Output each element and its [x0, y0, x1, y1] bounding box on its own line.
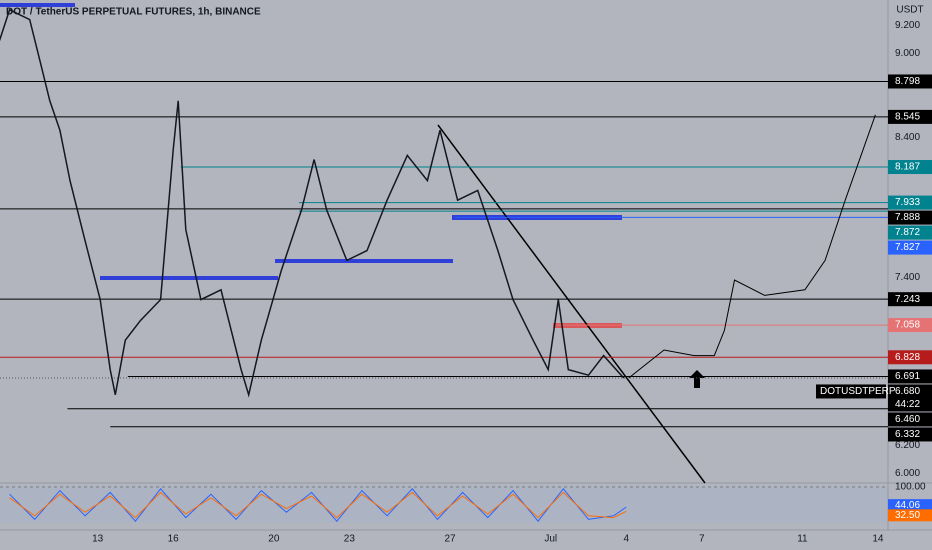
- price-label-box: [888, 292, 932, 307]
- price-label: 7.888: [895, 212, 920, 223]
- chart-title: DOT / TetherUS PERPETUAL FUTURES, 1h, BI…: [6, 7, 261, 18]
- zone: [100, 276, 278, 280]
- price-label-box: [888, 427, 932, 442]
- price-label: 7.872: [895, 227, 920, 238]
- x-tick-label: 23: [344, 534, 356, 545]
- osc-line: [9, 491, 627, 519]
- trend-line: [437, 124, 706, 484]
- symbol-label: DOTUSDTPERP: [820, 386, 896, 397]
- price-label-box: [888, 195, 932, 210]
- price-line: [0, 8, 625, 398]
- price-label-box: [888, 210, 932, 225]
- osc-label-box: [888, 499, 932, 512]
- price-line: [628, 114, 876, 379]
- price-label-box: [888, 74, 932, 89]
- x-tick-label: 13: [92, 534, 104, 545]
- price-label-box: [888, 412, 932, 427]
- oscillator-band: [0, 487, 888, 523]
- price-label: 6.332: [895, 429, 920, 440]
- x-tick-label: 11: [797, 534, 808, 545]
- countdown: 44:22: [895, 399, 920, 410]
- arrow-up: [689, 370, 705, 388]
- x-tick-label: 14: [872, 534, 884, 545]
- osc-level-label: 100.00: [895, 482, 926, 493]
- x-tick-label: 16: [168, 534, 180, 545]
- price-label: 6.828: [895, 352, 920, 363]
- x-tick-label: Jul: [544, 534, 557, 545]
- price-label-box: [888, 318, 932, 333]
- x-tick-label: 27: [444, 534, 456, 545]
- price-label-box: [888, 240, 932, 255]
- price-label: 8.798: [895, 76, 920, 87]
- price-label: 6.460: [895, 414, 920, 425]
- price-label: 8.545: [895, 112, 920, 123]
- y-tick-label: 9.200: [895, 20, 920, 31]
- zone: [0, 3, 75, 7]
- x-tick-label: 20: [268, 534, 280, 545]
- price-label-box: [888, 160, 932, 175]
- y-tick-label: 8.400: [895, 132, 920, 143]
- y-tick-label: 6.200: [895, 440, 920, 451]
- osc-value-label: 32.50: [895, 510, 920, 521]
- price-label: 7.243: [895, 294, 920, 305]
- price-label-box: [888, 384, 932, 412]
- osc-value-label: 44.06: [895, 500, 920, 511]
- price-label: 8.187: [895, 162, 920, 173]
- y-tick-label: 7.400: [895, 272, 920, 283]
- price-label-box: [888, 225, 932, 240]
- symbol-box: [816, 384, 886, 399]
- price-label: 6.691: [895, 371, 920, 382]
- x-tick-label: 4: [623, 534, 629, 545]
- zone: [275, 259, 453, 263]
- price-label-box: [888, 369, 932, 384]
- axis-unit: USDT: [896, 5, 923, 16]
- y-tick-label: 6.000: [895, 468, 920, 479]
- y-tick-label: 9.000: [895, 48, 920, 59]
- price-label: 7.827: [895, 242, 920, 253]
- price-label: 6.680: [895, 386, 920, 397]
- osc-label-box: [888, 509, 932, 522]
- price-label-box: [888, 350, 932, 365]
- price-label-box: [888, 109, 932, 124]
- price-label: 7.058: [895, 320, 920, 331]
- price-label: 7.933: [895, 197, 920, 208]
- x-tick-label: 7: [699, 534, 705, 545]
